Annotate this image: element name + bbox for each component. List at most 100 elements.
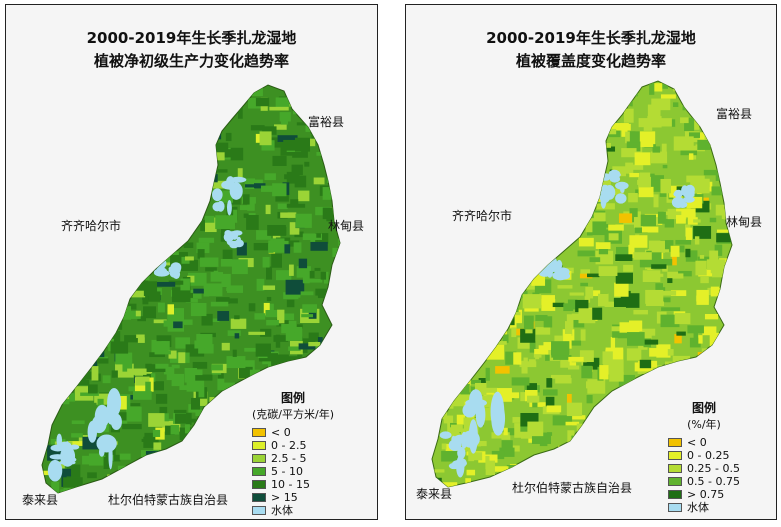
raster-cell bbox=[673, 84, 679, 92]
raster-cell bbox=[161, 124, 171, 129]
legend-title: 图例 bbox=[691, 401, 716, 415]
raster-cell bbox=[579, 447, 586, 454]
raster-cell bbox=[608, 224, 624, 231]
raster-cell bbox=[594, 123, 601, 137]
raster-cell bbox=[96, 109, 106, 123]
raster-cell bbox=[99, 136, 113, 146]
raster-cell bbox=[672, 102, 679, 107]
raster-cell bbox=[310, 241, 328, 251]
raster-cell bbox=[179, 319, 193, 325]
raster-cell bbox=[622, 413, 636, 428]
raster-cell bbox=[90, 333, 104, 345]
raster-cell bbox=[275, 97, 292, 108]
raster-cell bbox=[314, 370, 332, 374]
raster-cell bbox=[195, 369, 203, 376]
raster-cell bbox=[244, 414, 251, 430]
raster-cell bbox=[454, 163, 460, 168]
raster-cell bbox=[458, 122, 472, 137]
raster-cell bbox=[543, 177, 550, 192]
raster-cell bbox=[338, 238, 340, 251]
raster-cell bbox=[211, 364, 223, 371]
raster-cell bbox=[271, 354, 289, 369]
raster-cell bbox=[643, 126, 653, 131]
raster-cell bbox=[97, 398, 104, 411]
raster-cell bbox=[256, 278, 265, 291]
water-patch bbox=[457, 458, 467, 468]
raster-cell bbox=[484, 95, 504, 100]
raster-cell bbox=[258, 353, 279, 362]
raster-cell bbox=[296, 122, 314, 126]
raster-cell bbox=[130, 88, 139, 99]
raster-cell bbox=[89, 330, 105, 336]
raster-cell bbox=[684, 385, 700, 395]
raster-cell bbox=[215, 427, 230, 439]
raster-cell bbox=[597, 157, 605, 170]
raster-cell bbox=[552, 415, 573, 426]
raster-cell bbox=[470, 452, 483, 461]
raster-cell bbox=[128, 257, 141, 269]
legend-item: 0.5 - 0.75 bbox=[668, 475, 740, 488]
raster-cell bbox=[501, 159, 507, 165]
raster-cell bbox=[586, 164, 597, 175]
raster-cell bbox=[482, 288, 492, 296]
raster-cell bbox=[629, 235, 648, 248]
raster-cell bbox=[187, 208, 196, 219]
raster-cell bbox=[304, 362, 325, 374]
raster-cell bbox=[230, 318, 247, 329]
raster-cell bbox=[485, 456, 490, 470]
raster-cell bbox=[65, 322, 84, 329]
raster-cell bbox=[473, 336, 494, 343]
raster-cell bbox=[456, 261, 462, 275]
raster-cell bbox=[587, 273, 600, 278]
raster-cell bbox=[625, 293, 640, 308]
raster-cell bbox=[155, 363, 169, 369]
raster-cell bbox=[337, 197, 340, 202]
raster-cell bbox=[709, 250, 719, 264]
raster-cell bbox=[170, 425, 180, 435]
raster-cell bbox=[560, 353, 570, 368]
raster-cell bbox=[566, 267, 574, 274]
raster-cell bbox=[159, 406, 168, 416]
raster-cell bbox=[198, 237, 215, 243]
raster-cell bbox=[338, 344, 340, 351]
raster-cell bbox=[172, 101, 180, 114]
raster-cell bbox=[102, 375, 111, 384]
raster-cell bbox=[246, 214, 259, 230]
raster-cell bbox=[109, 331, 121, 343]
raster-cell bbox=[261, 140, 275, 151]
raster-cell bbox=[302, 338, 322, 345]
raster-cell bbox=[616, 123, 631, 131]
raster-cell bbox=[609, 405, 626, 419]
raster-cell bbox=[288, 346, 301, 351]
raster-cell bbox=[143, 144, 159, 149]
raster-cell bbox=[130, 251, 141, 264]
raster-cell bbox=[69, 131, 77, 138]
raster-cell bbox=[173, 115, 187, 124]
raster-cell bbox=[585, 286, 594, 299]
raster-cell bbox=[83, 153, 92, 163]
raster-cell bbox=[71, 141, 76, 146]
raster-cell bbox=[463, 82, 479, 97]
raster-cell bbox=[332, 247, 340, 257]
raster-cell bbox=[336, 338, 340, 351]
raster-cell bbox=[577, 195, 588, 208]
raster-cell bbox=[637, 369, 656, 374]
raster-cell bbox=[558, 445, 575, 455]
raster-cell bbox=[470, 315, 477, 327]
raster-cell bbox=[62, 377, 70, 383]
raster-cell bbox=[124, 180, 143, 194]
water-patch bbox=[229, 240, 239, 249]
raster-cell bbox=[519, 361, 537, 368]
raster-cell bbox=[628, 244, 635, 258]
raster-cell bbox=[579, 273, 593, 279]
raster-cell bbox=[505, 351, 517, 365]
raster-cell bbox=[462, 177, 483, 191]
raster-cell bbox=[621, 401, 633, 409]
legend-label: 0.5 - 0.75 bbox=[687, 475, 740, 488]
raster-cell bbox=[477, 124, 483, 138]
raster-cell bbox=[262, 126, 277, 135]
raster-cell bbox=[339, 388, 340, 404]
raster-cell bbox=[689, 89, 709, 96]
raster-cell bbox=[228, 198, 241, 205]
raster-cell bbox=[311, 350, 320, 362]
